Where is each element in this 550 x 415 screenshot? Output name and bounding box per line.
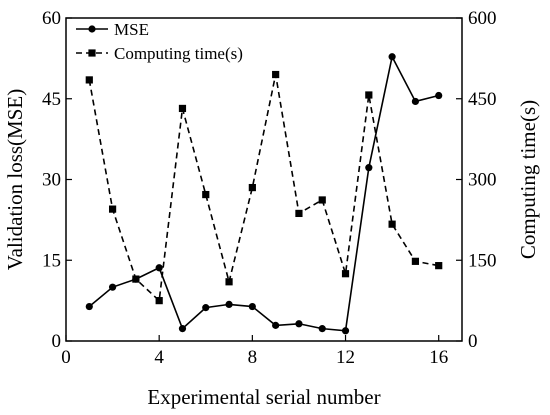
data-point — [365, 164, 373, 172]
data-point — [248, 183, 256, 192]
data-point — [85, 302, 93, 311]
y-left-tick-label: 30 — [42, 170, 61, 191]
data-point — [365, 91, 373, 99]
data-point — [178, 325, 187, 333]
data-point — [295, 320, 303, 328]
y-right-tick-label: 300 — [468, 170, 497, 191]
data-point — [318, 325, 326, 333]
x-tick-label: 0 — [61, 347, 71, 368]
data-point — [388, 220, 396, 228]
x-tick-label: 16 — [429, 347, 448, 368]
legend-item: MSE — [76, 20, 149, 39]
series-line — [88, 74, 439, 303]
plot-frame — [65, 17, 463, 342]
data-point — [435, 91, 443, 100]
y-right-tick-label: 450 — [468, 89, 497, 110]
legend-label: MSE — [114, 20, 149, 39]
x-axis-title: Experimental serial number — [147, 385, 380, 409]
y-right-tick-label: 150 — [468, 250, 497, 271]
data-point — [225, 278, 233, 286]
data-point — [108, 283, 117, 291]
x-tick-label: 8 — [248, 347, 258, 368]
legend-marker — [88, 25, 96, 33]
data-point — [272, 70, 280, 79]
data-point — [295, 209, 303, 218]
data-point — [178, 104, 187, 113]
x-tick-label: 12 — [336, 347, 355, 368]
y-axis-left-title: Validation loss(MSE) — [3, 89, 27, 270]
data-point — [225, 300, 233, 308]
data-point — [341, 327, 350, 335]
legend-marker — [88, 49, 96, 57]
series-line — [88, 54, 439, 332]
legend-item: Computing time(s) — [76, 44, 243, 63]
data-point — [272, 321, 280, 329]
series-mse — [85, 53, 443, 335]
y-left-tick-label: 15 — [42, 250, 61, 271]
y-left-tick-label: 45 — [42, 89, 61, 110]
data-point — [85, 76, 93, 84]
data-point — [202, 304, 210, 312]
data-point — [132, 275, 140, 283]
data-point — [435, 262, 443, 270]
x-tick-label: 4 — [154, 347, 164, 368]
data-point — [341, 270, 350, 278]
y-right-tick-label: 600 — [468, 8, 497, 29]
y-left-tick-label: 60 — [42, 8, 61, 29]
legend-label: Computing time(s) — [114, 44, 243, 63]
y-left-tick-label: 0 — [52, 331, 62, 352]
y-right-tick-label: 0 — [468, 331, 478, 352]
data-point — [388, 53, 396, 61]
data-point — [108, 205, 117, 213]
y-axis-right-title: Computing time(s) — [516, 100, 540, 259]
data-point — [155, 297, 163, 305]
data-point — [411, 97, 420, 106]
data-point — [155, 264, 163, 272]
legend: MSE Computing time(s) — [76, 20, 243, 63]
data-point — [248, 302, 256, 311]
axes — [65, 17, 463, 342]
series-computing-time — [85, 70, 443, 305]
data-point — [318, 196, 326, 204]
data-point — [202, 190, 210, 199]
data-point — [411, 257, 420, 265]
series-group — [85, 53, 443, 335]
